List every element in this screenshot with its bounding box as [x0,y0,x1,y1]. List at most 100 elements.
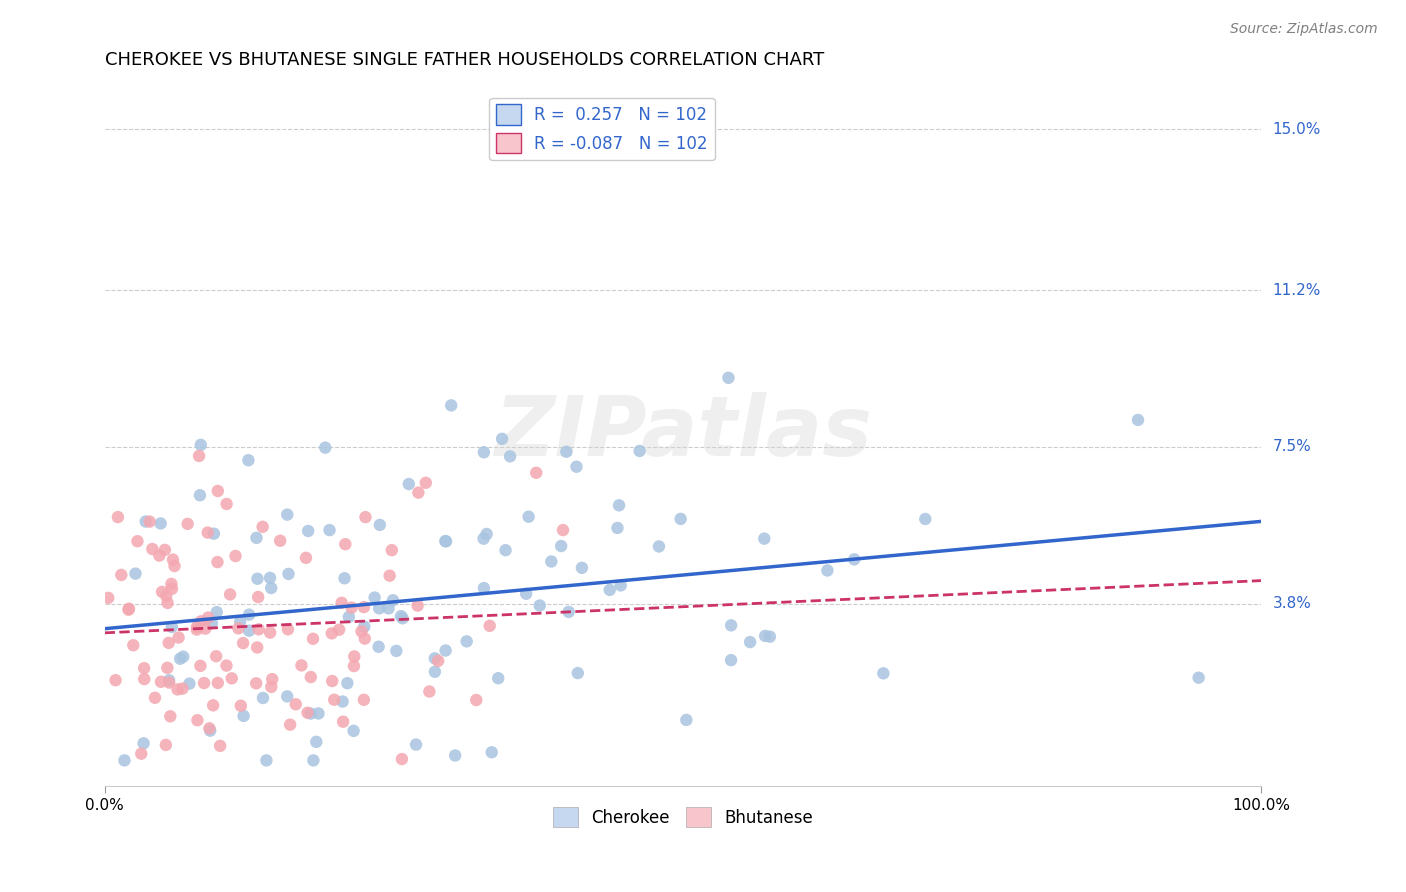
Cherokee [391,611,413,625]
Cherokee [368,517,391,532]
Bhutanese [110,568,132,582]
Bhutanese [295,550,318,565]
Cherokee [238,624,260,638]
Cherokee [607,499,630,513]
Bhutanese [335,537,357,551]
Cherokee [720,618,742,632]
Bhutanese [321,674,343,689]
Bhutanese [225,549,247,563]
Cherokee [260,581,283,595]
Cherokee [308,706,330,721]
Cherokee [1126,413,1149,427]
Bhutanese [246,640,269,655]
Bhutanese [284,698,307,712]
Bhutanese [207,483,229,498]
Bhutanese [198,722,221,736]
Bhutanese [167,631,190,645]
Cherokee [555,444,578,458]
Bhutanese [221,672,243,686]
Cherokee [529,599,551,613]
Bhutanese [229,698,252,713]
Bhutanese [188,449,211,463]
Cherokee [132,736,155,750]
Cherokee [276,508,298,522]
Text: 3.8%: 3.8% [1272,596,1312,611]
Cherokee [238,607,260,622]
Cherokee [381,593,404,607]
Cherokee [565,459,588,474]
Cherokee [571,561,593,575]
Text: 7.5%: 7.5% [1272,440,1310,455]
Cherokee [232,709,254,723]
Cherokee [606,521,628,535]
Cherokee [495,543,517,558]
Bhutanese [150,585,173,599]
Bhutanese [207,555,229,569]
Bhutanese [269,533,291,548]
Bhutanese [186,620,208,634]
Bhutanese [354,510,377,524]
Cherokee [259,571,281,585]
Cherokee [609,578,631,592]
Cherokee [205,605,228,619]
Bhutanese [149,674,172,689]
Bhutanese [132,661,155,675]
Bhutanese [245,676,267,690]
Cherokee [342,723,364,738]
Cherokee [114,753,136,767]
Bhutanese [190,615,212,629]
Cherokee [299,706,322,721]
Bhutanese [205,649,228,664]
Cherokee [515,587,537,601]
Cherokee [368,601,391,615]
Bhutanese [215,658,238,673]
Cherokee [135,515,157,529]
Cherokee [238,453,260,467]
Cherokee [740,635,762,649]
Cherokee [440,398,463,412]
Cherokee [550,539,572,553]
Cherokee [157,673,180,688]
Cherokee [759,630,782,644]
Cherokee [472,445,495,459]
Cherokee [363,591,385,605]
Bhutanese [163,559,186,574]
Cherokee [472,581,495,595]
Cherokee [475,527,498,541]
Cherokee [872,666,894,681]
Cherokee [567,666,589,681]
Cherokee [499,450,522,464]
Cherokee [444,748,467,763]
Bhutanese [186,713,208,727]
Bhutanese [156,661,179,675]
Bhutanese [391,752,413,766]
Bhutanese [408,485,430,500]
Bhutanese [141,541,163,556]
Bhutanese [107,510,129,524]
Bhutanese [524,466,547,480]
Bhutanese [247,590,270,604]
Bhutanese [260,680,283,694]
Bhutanese [259,625,281,640]
Bhutanese [332,714,354,729]
Bhutanese [418,684,440,698]
Cherokee [675,713,697,727]
Cherokee [472,532,495,546]
Cherokee [246,572,269,586]
Cherokee [332,694,354,708]
Bhutanese [162,552,184,566]
Cherokee [229,615,252,629]
Bhutanese [194,622,217,636]
Bhutanese [465,693,488,707]
Bhutanese [330,596,353,610]
Legend: Cherokee, Bhutanese: Cherokee, Bhutanese [546,800,820,834]
Cherokee [599,582,621,597]
Cherokee [201,616,224,631]
Bhutanese [122,638,145,652]
Cherokee [333,571,356,585]
Bhutanese [551,523,574,537]
Cherokee [169,651,191,665]
Cherokee [188,488,211,502]
Bhutanese [353,600,375,615]
Bhutanese [117,603,139,617]
